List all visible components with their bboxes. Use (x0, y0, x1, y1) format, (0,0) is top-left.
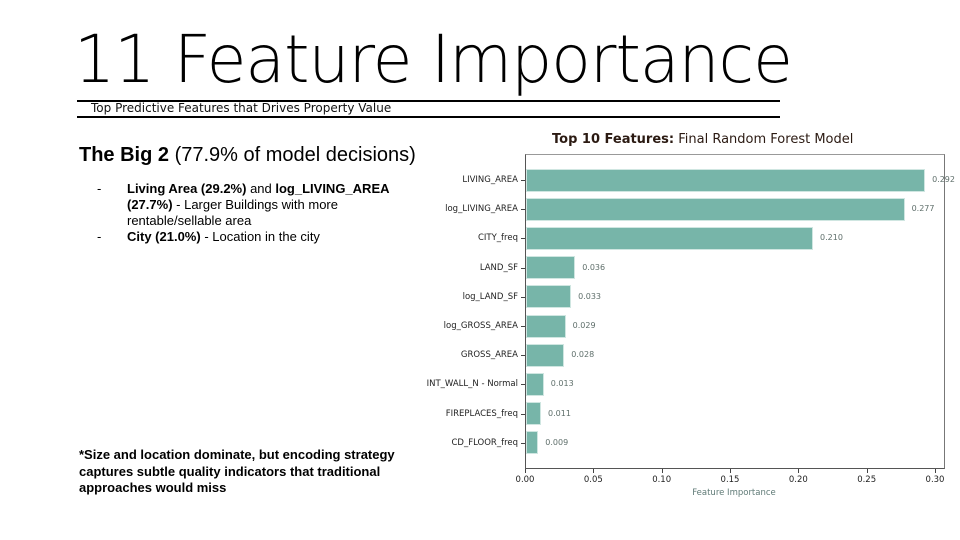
x-tick-label: 0.10 (652, 475, 672, 485)
bar-value-label: 0.292 (932, 175, 955, 184)
y-tick (521, 442, 525, 444)
bar (526, 372, 544, 396)
x-tick (866, 469, 868, 473)
y-tick (521, 413, 525, 415)
x-tick-label: 0.00 (515, 475, 535, 485)
slide-subtitle: Top Predictive Features that Drives Prop… (91, 101, 392, 115)
chart-title-rest: Final Random Forest Model (674, 132, 854, 147)
x-axis-title: Feature Importance (692, 488, 776, 498)
bar-value-label: 0.277 (911, 204, 935, 214)
bar-value-label: 0.013 (550, 379, 574, 389)
x-tick (798, 469, 800, 473)
x-tick-label: 0.05 (583, 475, 603, 485)
bar (526, 226, 813, 250)
bar (526, 256, 576, 280)
y-tick-label: LIVING_AREA (462, 175, 518, 185)
y-tick (521, 355, 525, 357)
bar (526, 314, 566, 338)
y-tick-label: log_LIVING_AREA (445, 204, 518, 215)
plot-area (525, 154, 945, 469)
y-tick (521, 267, 525, 269)
bar (526, 197, 905, 221)
bar-value-label: 0.011 (548, 408, 571, 418)
bullet-text: City (21.0%) - Location in the city (127, 229, 320, 244)
bar (526, 343, 565, 367)
big2-bold: The Big 2 (79, 144, 170, 166)
bar-value-label: 0.210 (820, 233, 843, 243)
chart-title-bold: Top 10 Features: (552, 132, 675, 147)
big2-rest: (77.9% of model decisions) (169, 144, 416, 166)
bar-value-label: 0.029 (572, 321, 596, 330)
bullet-dash: - (97, 229, 102, 244)
x-tick (935, 469, 936, 473)
bullet-dash: - (97, 181, 102, 196)
y-tick-label: INT_WALL_N - Normal (426, 379, 518, 390)
bullet-item: - Living Area (29.2%) and log_LIVING_AREA… (97, 181, 417, 229)
y-tick-label: GROSS_AREA (460, 350, 518, 361)
x-tick (661, 469, 663, 473)
bar-value-label: 0.009 (545, 437, 569, 447)
big2-heading: The Big 2 (77.9% of model decisions) (79, 143, 416, 167)
x-tick (730, 469, 731, 473)
x-tick (525, 469, 526, 473)
y-tick-label: LAND_SF (479, 262, 518, 273)
y-tick-label: CD_FLOOR_freq (451, 437, 518, 448)
bar (526, 402, 542, 426)
y-tick (521, 296, 525, 298)
title-rule-top (77, 100, 780, 102)
y-tick (521, 180, 525, 181)
y-tick-label: FIREPLACES_freq (445, 408, 518, 419)
slide-title: 11 Feature Importance (74, 21, 793, 98)
bar-value-label: 0.033 (578, 291, 601, 301)
x-tick-label: 0.25 (857, 475, 877, 485)
bullet-item: - City (21.0%) - Location in the city (97, 229, 417, 245)
chart-title: Top 10 Features: Final Random Forest Mod… (552, 132, 853, 147)
x-tick-label: 0.30 (925, 475, 945, 485)
bar-value-label: 0.036 (582, 262, 606, 272)
title-rule-bottom (77, 116, 780, 118)
x-tick-label: 0.20 (788, 475, 808, 485)
y-tick (521, 326, 525, 327)
bullet-text: Living Area (29.2%) and log_LIVING_AREA … (127, 181, 390, 228)
bar (526, 285, 572, 309)
y-tick-label: CITY_freq (477, 233, 518, 244)
bar (526, 431, 539, 455)
y-tick-label: log_GROSS_AREA (443, 321, 518, 331)
y-tick-label: log_LAND_SF (462, 291, 518, 302)
x-tick-label: 0.15 (720, 475, 740, 485)
footnote: *Size and location dominate, but encodin… (79, 447, 395, 495)
y-tick (521, 238, 525, 240)
bar (526, 168, 926, 192)
y-tick (521, 209, 525, 211)
y-tick (521, 384, 525, 386)
x-tick (593, 469, 595, 473)
bar-value-label: 0.028 (571, 350, 595, 360)
bullet-list: - Living Area (29.2%) and log_LIVING_AREA… (97, 181, 417, 245)
